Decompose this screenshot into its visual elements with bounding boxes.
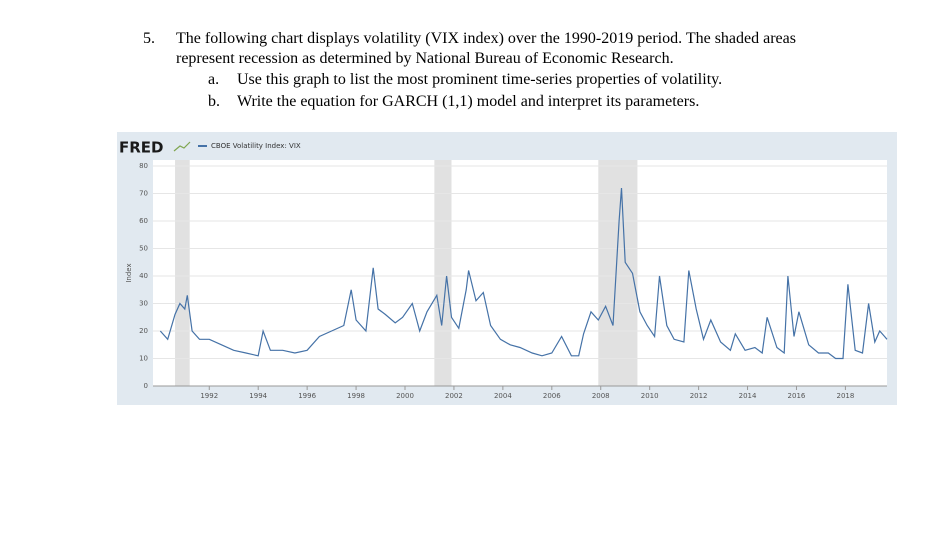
x-tick-label: 2014 — [739, 392, 757, 400]
x-tick-label: 2008 — [592, 392, 610, 400]
x-tick-label: 2010 — [641, 392, 659, 400]
recession-band — [598, 160, 638, 386]
legend-label: CBOE Volatility Index: VIX — [211, 142, 301, 150]
question-number: 5. — [143, 30, 155, 47]
y-tick-label: 50 — [139, 245, 148, 253]
recession-band — [175, 160, 190, 386]
y-tick-label: 0 — [144, 382, 148, 390]
recession-band — [434, 160, 452, 386]
x-tick-label: 2018 — [836, 392, 854, 400]
x-tick-label: 2016 — [788, 392, 806, 400]
question-text: The following chart displays volatility … — [176, 30, 796, 47]
x-tick-label: 2002 — [445, 392, 463, 400]
item-text: Use this graph to list the most prominen… — [237, 71, 722, 88]
data-line — [159, 187, 888, 360]
x-tick-label: 2004 — [494, 392, 512, 400]
y-tick-label: 20 — [139, 327, 148, 335]
x-tick-label: 1998 — [347, 392, 365, 400]
item-text: Write the equation for GARCH (1,1) model… — [237, 93, 699, 110]
x-tick-label: 2006 — [543, 392, 561, 400]
logo: FRED — [119, 139, 164, 157]
x-tick-label: 2000 — [396, 392, 414, 400]
y-tick-label: 10 — [139, 355, 148, 363]
y-tick-label: 60 — [139, 217, 148, 225]
item-label: a. — [208, 71, 219, 88]
x-tick-label: 2012 — [690, 392, 708, 400]
question-text: represent recession as determined by Nat… — [176, 50, 674, 67]
x-tick-label: 1994 — [249, 392, 267, 400]
y-tick-label: 70 — [139, 190, 148, 198]
x-tick-label: 1992 — [200, 392, 218, 400]
x-tick-label: 1996 — [298, 392, 316, 400]
y-tick-label: 30 — [139, 300, 148, 308]
question: 5. The following chart displays volatili… — [143, 30, 796, 110]
y-tick-label: 80 — [139, 162, 148, 170]
plot-area — [153, 160, 887, 386]
item-label: b. — [208, 93, 220, 110]
logo-icon — [173, 141, 191, 152]
y-axis-label: Index — [125, 263, 133, 282]
y-tick-label: 40 — [139, 272, 148, 280]
